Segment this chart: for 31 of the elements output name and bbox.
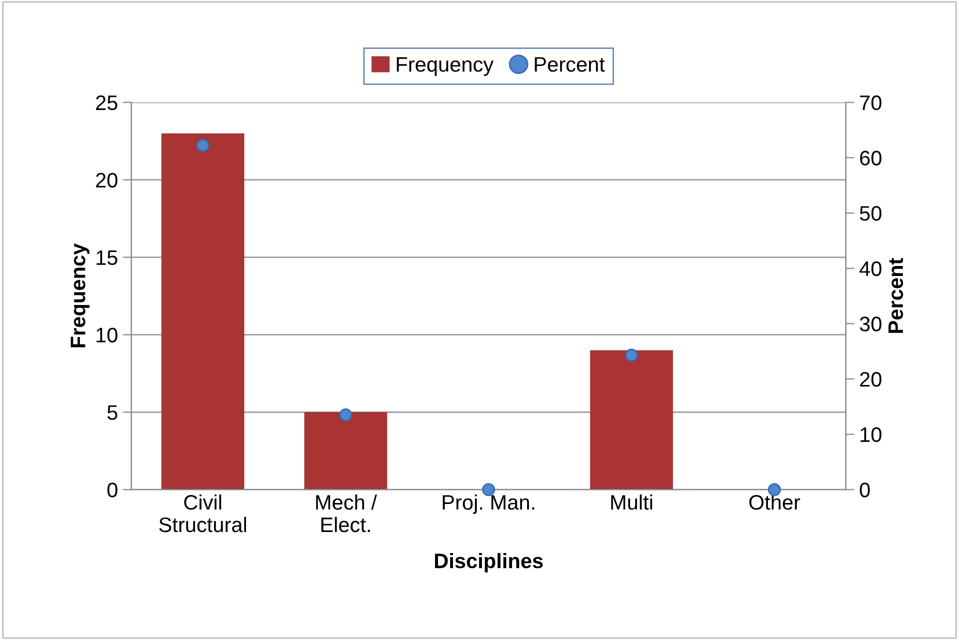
y2-tick-label: 20 — [860, 372, 882, 387]
bar — [590, 350, 673, 490]
y2-axis-title: Percent — [888, 258, 904, 333]
point — [339, 408, 352, 422]
y2-tick-label: 50 — [860, 206, 882, 221]
y2-tick-label: 40 — [860, 261, 882, 276]
y2-tick-label: 30 — [860, 316, 882, 332]
x-tick-label: Mech / Elect. — [316, 494, 377, 532]
y2-tick-label: 70 — [860, 95, 882, 110]
y-tick-label: 15 — [96, 250, 118, 266]
y-tick-label: 5 — [107, 405, 118, 420]
legend-label: Frequency — [396, 57, 494, 76]
y-tick-label: 25 — [96, 95, 118, 110]
bar — [304, 412, 388, 490]
y2-tick-label: 60 — [860, 150, 882, 166]
x-axis-title: Disciplines — [435, 552, 543, 572]
y-tick-label: 20 — [96, 172, 118, 188]
x-tick-label: Other — [749, 494, 800, 510]
y-tick-label: 0 — [107, 482, 118, 498]
x-tick-label: Civil Structural — [159, 494, 246, 532]
y2-tick-label: 0 — [860, 482, 870, 498]
x-tick-label: Multi — [611, 494, 652, 510]
y2-tick-label: 10 — [860, 427, 882, 442]
legend-label: Percent — [534, 57, 605, 72]
point — [482, 483, 496, 496]
bar — [161, 133, 244, 490]
point — [624, 348, 638, 362]
y-tick-label: 10 — [96, 328, 118, 342]
x-tick-label: Proj. Man. — [442, 494, 534, 514]
y-axis-title: Frequency — [70, 243, 90, 348]
point — [196, 139, 210, 152]
